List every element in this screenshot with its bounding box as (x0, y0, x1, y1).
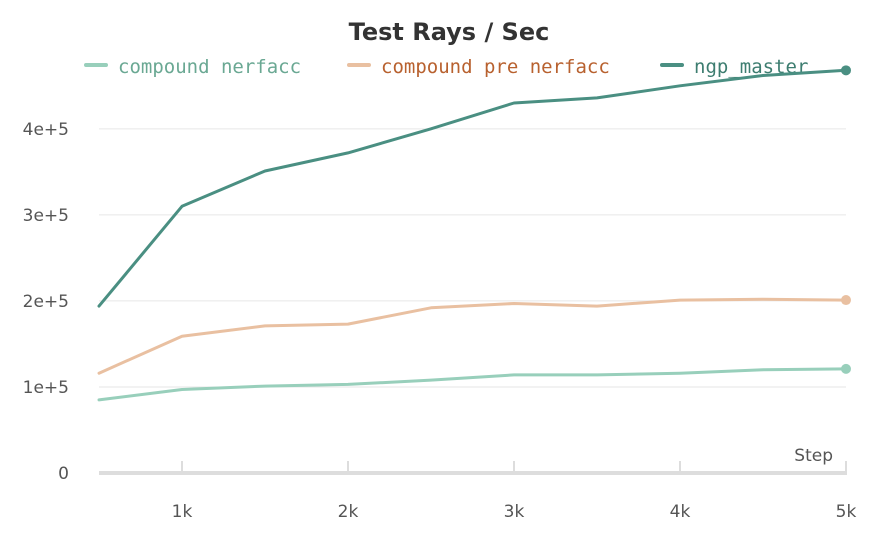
x-tick-label: 2k (338, 502, 359, 522)
axes: 0 1e+5 2e+5 3e+5 4e+5 1k 2k 3k 4k 5k (23, 120, 857, 522)
legend: compound nerfacc compound pre nerfacc ngp_… (84, 56, 808, 78)
series-line-1 (97, 297, 848, 375)
series-lines (97, 65, 851, 402)
series-line-0 (97, 367, 848, 402)
y-tick-label: 1e+5 (23, 378, 69, 398)
legend-label-1: compound pre nerfacc (381, 56, 610, 78)
x-tick-label: 5k (836, 502, 857, 522)
series-end-point-0 (841, 363, 851, 374)
x-tick-label: 1k (172, 502, 193, 522)
chart-title: Test Rays / Sec (349, 18, 550, 46)
y-tick-label: 2e+5 (23, 292, 69, 312)
series-line-2 (97, 68, 848, 308)
y-tick-label: 3e+5 (23, 206, 69, 226)
legend-label-2: ngp_master (694, 56, 808, 78)
legend-label-0: compound nerfacc (118, 56, 301, 78)
series-end-point-1 (841, 295, 851, 306)
x-axis-label: Step (794, 446, 833, 466)
x-tick-label: 3k (504, 502, 525, 522)
x-tick-label: 4k (670, 502, 691, 522)
series-end-point-2 (841, 65, 851, 76)
grid-lines (99, 128, 846, 388)
y-tick-label: 4e+5 (23, 120, 69, 140)
y-tick-label: 0 (58, 464, 69, 484)
